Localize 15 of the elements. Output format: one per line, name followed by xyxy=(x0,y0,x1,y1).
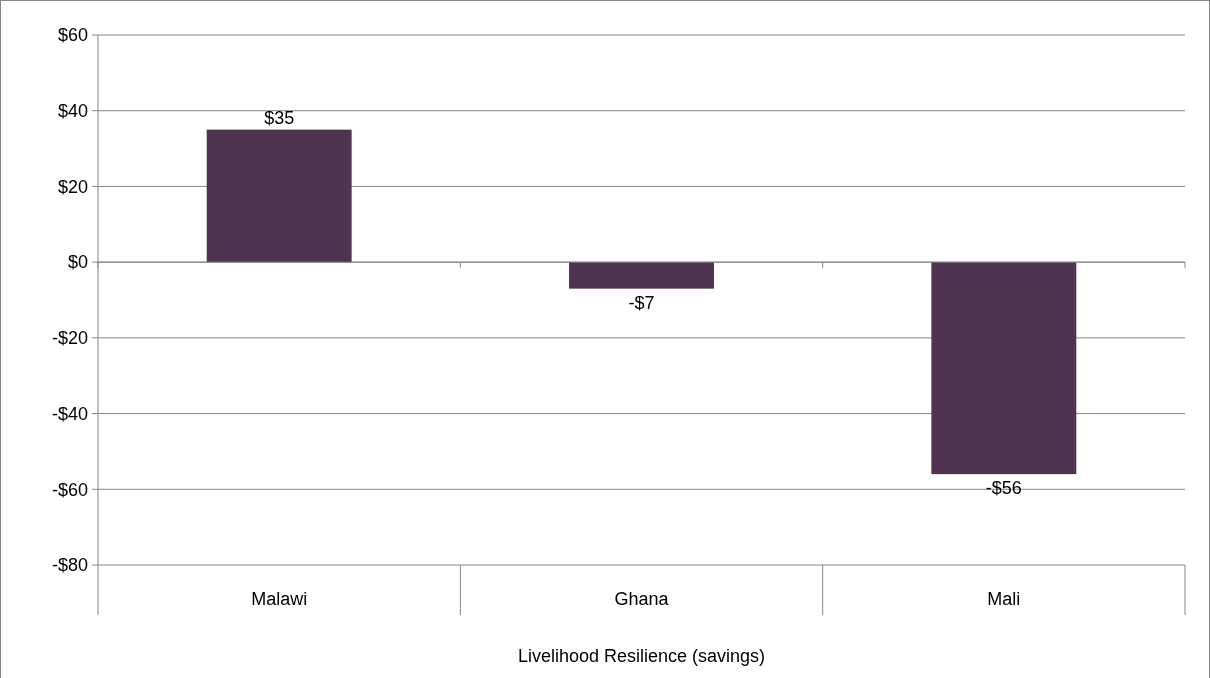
y-tick-label: $0 xyxy=(67,252,88,273)
x-tick-label: Ghana xyxy=(614,589,670,609)
y-tick-label: -$40 xyxy=(51,403,88,424)
y-tick-label: -$60 xyxy=(51,479,88,500)
y-tick-label: -$20 xyxy=(51,328,88,349)
data-label: -$7 xyxy=(628,292,655,313)
y-tick-label: -$80 xyxy=(51,555,88,576)
y-tick-label: $60 xyxy=(57,25,88,46)
y-tick-label: $20 xyxy=(57,176,88,197)
x-axis-title: Livelihood Resilience (savings) xyxy=(517,646,766,666)
x-tick-label: Malawi xyxy=(251,589,308,609)
data-label: $35 xyxy=(264,107,295,128)
data-label: -$56 xyxy=(985,478,1022,499)
x-tick-label: Mali xyxy=(987,589,1021,609)
y-tick-label: $40 xyxy=(57,101,88,122)
